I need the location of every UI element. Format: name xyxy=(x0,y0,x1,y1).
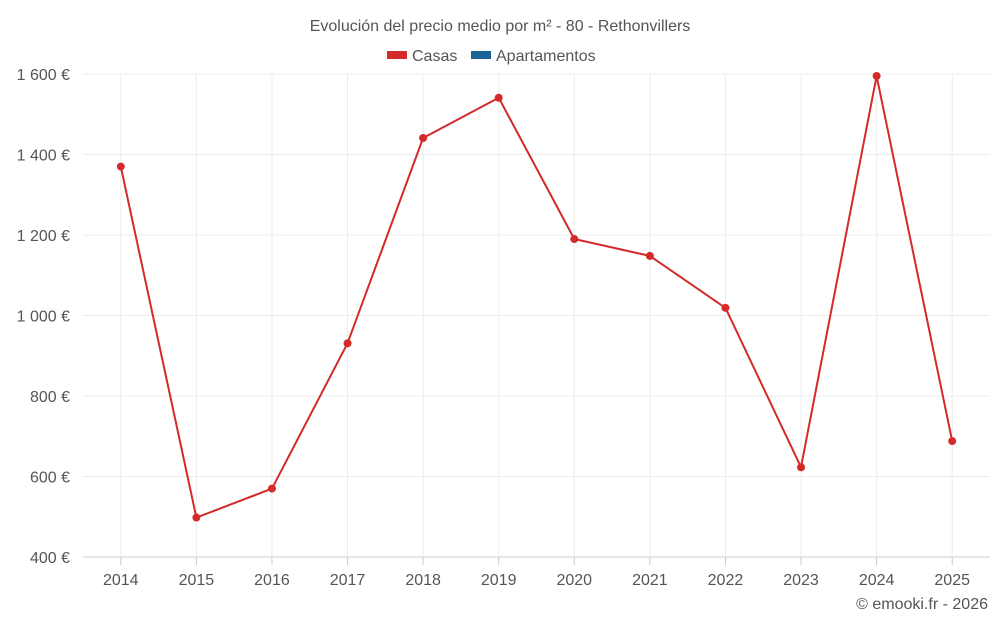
y-tick-label: 1 400 € xyxy=(17,148,70,165)
y-tick-label: 1 600 € xyxy=(17,67,70,84)
x-tick-label: 2021 xyxy=(632,572,668,589)
y-tick-label: 800 € xyxy=(30,389,70,406)
x-tick-label: 2017 xyxy=(330,572,366,589)
chart-title: Evolución del precio medio por m² - 80 -… xyxy=(310,18,691,35)
legend-label-apartamentos: Apartamentos xyxy=(496,48,596,65)
data-point-casas[interactable] xyxy=(797,463,806,472)
data-point-casas[interactable] xyxy=(267,484,276,493)
data-point-casas[interactable] xyxy=(116,162,125,171)
data-point-casas[interactable] xyxy=(645,251,654,260)
series-layer xyxy=(116,72,957,522)
series-line-casas xyxy=(119,75,954,519)
legend-label-casas: Casas xyxy=(412,48,457,65)
x-tick-label: 2018 xyxy=(405,572,441,589)
legend-swatch-apartamentos xyxy=(471,51,491,59)
legend: Casas Apartamentos xyxy=(387,48,596,65)
x-tick-label: 2019 xyxy=(481,572,517,589)
data-point-casas[interactable] xyxy=(343,339,352,348)
data-point-casas[interactable] xyxy=(192,513,201,522)
legend-swatch-casas xyxy=(387,51,407,59)
x-tick-label: 2025 xyxy=(934,572,970,589)
grid xyxy=(83,73,990,558)
x-tick-label: 2023 xyxy=(783,572,819,589)
y-axis: 400 € 600 € 800 € 1 000 € 1 200 € 1 400 € 1 60… xyxy=(17,67,70,567)
y-tick-label: 1 000 € xyxy=(17,309,70,326)
y-tick-label: 400 € xyxy=(30,550,70,567)
data-point-casas[interactable] xyxy=(494,93,503,102)
x-tick-label: 2024 xyxy=(859,572,895,589)
x-tick-label: 2015 xyxy=(179,572,215,589)
y-tick-label: 1 200 € xyxy=(17,228,70,245)
data-point-casas[interactable] xyxy=(419,133,428,142)
data-point-casas[interactable] xyxy=(570,235,579,244)
x-axis: 2014 2015 2016 2017 2018 2019 2020 2021 2022 2023… xyxy=(103,557,970,589)
data-point-casas[interactable] xyxy=(721,303,730,312)
x-tick-label: 2016 xyxy=(254,572,290,589)
x-tick-label: 2020 xyxy=(556,572,592,589)
legend-item-apartamentos[interactable]: Apartamentos xyxy=(471,48,596,65)
x-tick-label: 2022 xyxy=(708,572,744,589)
x-tick-label: 2014 xyxy=(103,572,139,589)
y-tick-label: 600 € xyxy=(30,470,70,487)
legend-item-casas[interactable]: Casas xyxy=(387,48,457,65)
footer-credit: © emooki.fr - 2026 xyxy=(856,596,988,613)
data-point-casas[interactable] xyxy=(872,72,881,81)
data-point-casas[interactable] xyxy=(948,437,957,446)
